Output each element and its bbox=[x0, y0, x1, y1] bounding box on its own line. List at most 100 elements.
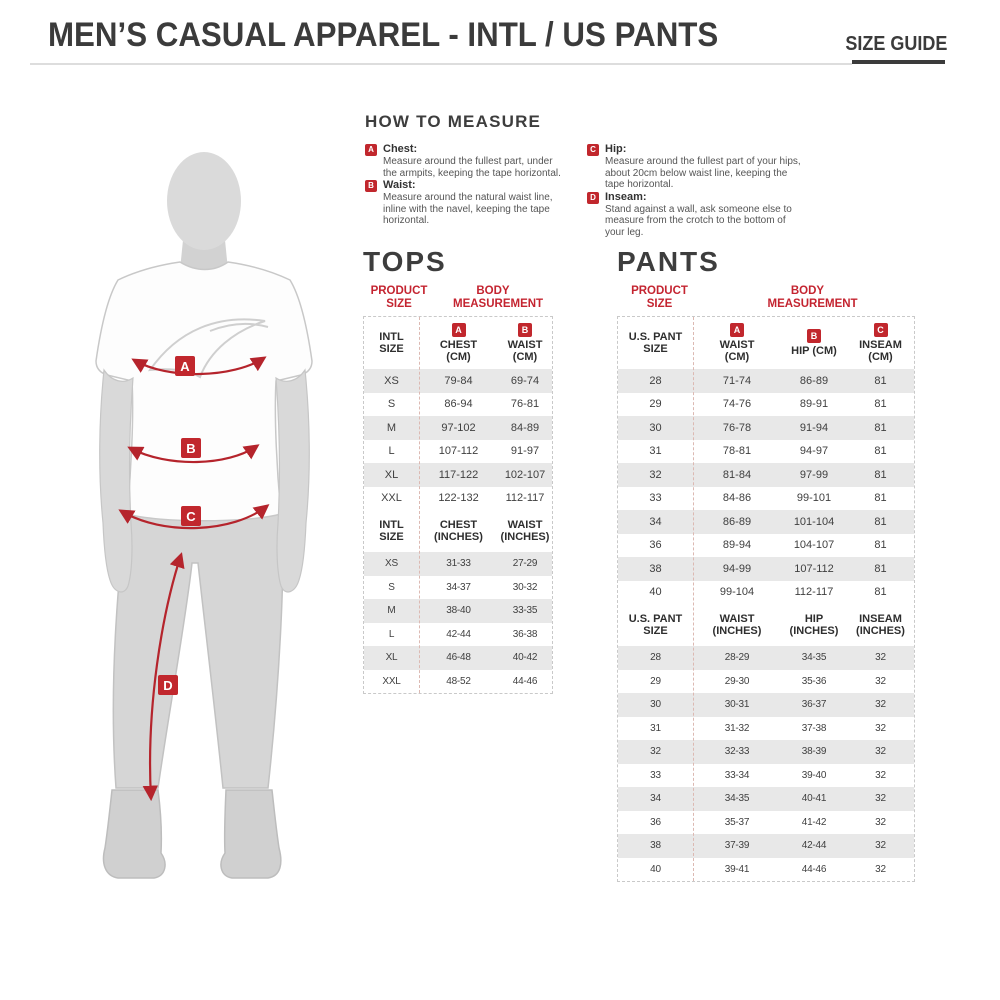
measurement-cell: 32 bbox=[875, 769, 886, 781]
size-cell: XS bbox=[385, 558, 398, 570]
figure-pants bbox=[112, 513, 284, 789]
measure-text: Measure around the fullest part of your … bbox=[605, 156, 801, 190]
measurement-cell: 122-132 bbox=[438, 492, 479, 505]
table-row: 32 32-33 38-39 32 bbox=[618, 740, 914, 764]
table-row: 36 35-37 41-42 32 bbox=[618, 811, 914, 835]
inseam-badge-icon: D bbox=[587, 191, 599, 204]
measurement-cell: 39-41 bbox=[724, 863, 750, 875]
table-row: XL 46-48 40-42 bbox=[364, 646, 552, 670]
size-cell: 28 bbox=[650, 652, 661, 664]
body-measurement-header: BODY MEASUREMENT bbox=[453, 285, 544, 311]
size-cell: S bbox=[388, 581, 395, 593]
measure-b-badge-icon: B bbox=[518, 322, 532, 337]
size-guide-label[interactable]: SIZE GUIDE bbox=[844, 33, 947, 55]
figure-left-boot bbox=[102, 789, 166, 879]
waist-cm-header: WAIST (CM) bbox=[719, 338, 755, 363]
measurement-cell: 33-35 bbox=[512, 605, 538, 617]
measurement-cell: 86-89 bbox=[722, 515, 752, 528]
how-to-measure-title: HOW TO MEASURE bbox=[365, 112, 542, 131]
table-row: 30 76-78 91-94 81 bbox=[618, 416, 914, 440]
inseam-cm-header: INSEAM (CM) bbox=[859, 338, 902, 363]
size-cell: 36 bbox=[650, 816, 661, 828]
size-cell: XL bbox=[385, 652, 398, 664]
measurement-cell: 37-39 bbox=[724, 840, 750, 852]
measurement-cell: 97-102 bbox=[441, 421, 476, 434]
hip-measure-line bbox=[118, 504, 270, 530]
product-size-header: PRODUCT SIZE bbox=[631, 285, 688, 311]
measurement-cell: 99-104 bbox=[719, 586, 755, 599]
measurement-cell: 46-48 bbox=[446, 652, 471, 664]
chest-measure-line bbox=[131, 356, 267, 376]
svg-text:C: C bbox=[186, 509, 196, 524]
table-row: XL 117-122 102-107 bbox=[364, 463, 552, 487]
measurement-cell: 71-74 bbox=[722, 374, 752, 387]
size-cell: XXL bbox=[382, 675, 401, 687]
measurement-cell: 38-40 bbox=[446, 605, 471, 617]
table-divider bbox=[419, 317, 420, 693]
header-rule bbox=[30, 63, 852, 65]
table-row: 29 74-76 89-91 81 bbox=[618, 393, 914, 417]
tops-column-group-headers: PRODUCT SIZE BODY MEASUREMENT bbox=[363, 284, 553, 314]
measurement-cell: 89-91 bbox=[799, 398, 829, 411]
table-row: XS 31-33 27-29 bbox=[364, 552, 552, 576]
measurement-cell: 97-99 bbox=[799, 468, 829, 481]
measure-label: Waist: bbox=[383, 179, 416, 191]
figure-left-arm bbox=[99, 368, 134, 593]
size-column-header: INTL SIZE bbox=[379, 518, 404, 543]
measurement-cell: 101-104 bbox=[793, 515, 835, 528]
size-cell: S bbox=[387, 398, 396, 411]
measurement-cell: 81 bbox=[874, 421, 887, 434]
size-cell: 31 bbox=[650, 722, 661, 734]
measurement-cell: 99-101 bbox=[796, 492, 832, 505]
size-guide-underline bbox=[852, 60, 945, 64]
table-row: 28 28-29 34-35 32 bbox=[618, 646, 914, 670]
measurement-cell: 79-84 bbox=[444, 374, 473, 387]
table-row: 31 78-81 94-97 81 bbox=[618, 440, 914, 464]
size-cell: 32 bbox=[649, 468, 662, 481]
size-cell: 33 bbox=[649, 492, 662, 505]
measurement-cell: 40-42 bbox=[512, 652, 538, 664]
table-row: L 42-44 36-38 bbox=[364, 623, 552, 647]
measurement-cell: 34-37 bbox=[446, 581, 471, 593]
measurement-figure: A B C D bbox=[95, 152, 313, 879]
tops-size-table: INTL SIZE A CHEST (CM) B WAIST (CM) XS 79… bbox=[363, 316, 553, 694]
measure-item-inseam: D Inseam: Stand against a wall, ask some… bbox=[587, 191, 805, 239]
measurement-cell: 76-81 bbox=[510, 398, 540, 411]
table-row: 34 86-89 101-104 81 bbox=[618, 510, 914, 534]
waist-cm-header: WAIST (CM) bbox=[507, 338, 543, 363]
measurement-cell: 30-31 bbox=[724, 699, 750, 711]
inseam-inches-header: INSEAM (INCHES) bbox=[856, 612, 905, 637]
size-cell: 38 bbox=[650, 840, 661, 852]
measure-text: Measure around the fullest part, under t… bbox=[383, 156, 561, 179]
size-cell: 31 bbox=[649, 445, 662, 458]
measurement-cell: 104-107 bbox=[793, 539, 835, 552]
measurement-cell: 38-39 bbox=[801, 746, 827, 758]
measure-item-waist: B Waist: Measure around the natural wais… bbox=[365, 179, 563, 227]
measurement-cell: 36-37 bbox=[801, 699, 827, 711]
size-cell: M bbox=[386, 421, 397, 434]
pants-cm-header-row: U.S. PANT SIZE A WAIST (CM) B HIP (CM) C… bbox=[618, 317, 914, 369]
size-cell: 28 bbox=[649, 374, 662, 387]
size-cell: 29 bbox=[649, 398, 662, 411]
inseam-measure-line bbox=[142, 552, 185, 802]
measurement-cell: 117-122 bbox=[438, 468, 479, 481]
measurement-cell: 91-97 bbox=[510, 445, 540, 458]
pants-title: PANTS bbox=[617, 246, 720, 277]
table-row: 40 39-41 44-46 32 bbox=[618, 858, 914, 882]
pants-cm-rows: 28 71-74 86-89 81 29 74-76 89-91 81 30 76-78 91-94… bbox=[618, 369, 914, 604]
table-row: 36 89-94 104-107 81 bbox=[618, 534, 914, 558]
measure-label: Chest: bbox=[383, 143, 418, 155]
svg-text:D: D bbox=[163, 678, 172, 693]
measurement-cell: 32 bbox=[875, 675, 886, 687]
brand-logo-wing bbox=[209, 322, 269, 332]
measurement-cell: 89-94 bbox=[722, 539, 752, 552]
pants-inches-header-row: U.S. PANT SIZE WAIST (INCHES) HIP (INCHE… bbox=[618, 604, 914, 646]
size-cell: M bbox=[387, 605, 396, 617]
table-row: 28 71-74 86-89 81 bbox=[618, 369, 914, 393]
tops-cm-rows: XS 79-84 69-74 S 86-94 76-81 M 97-102 84-89 L 107-… bbox=[364, 369, 552, 510]
size-column-header: U.S. PANT SIZE bbox=[628, 330, 683, 355]
measurement-cell: 36-38 bbox=[512, 628, 538, 640]
table-row: 30 30-31 36-37 32 bbox=[618, 693, 914, 717]
measurement-cell: 29-30 bbox=[724, 675, 750, 687]
